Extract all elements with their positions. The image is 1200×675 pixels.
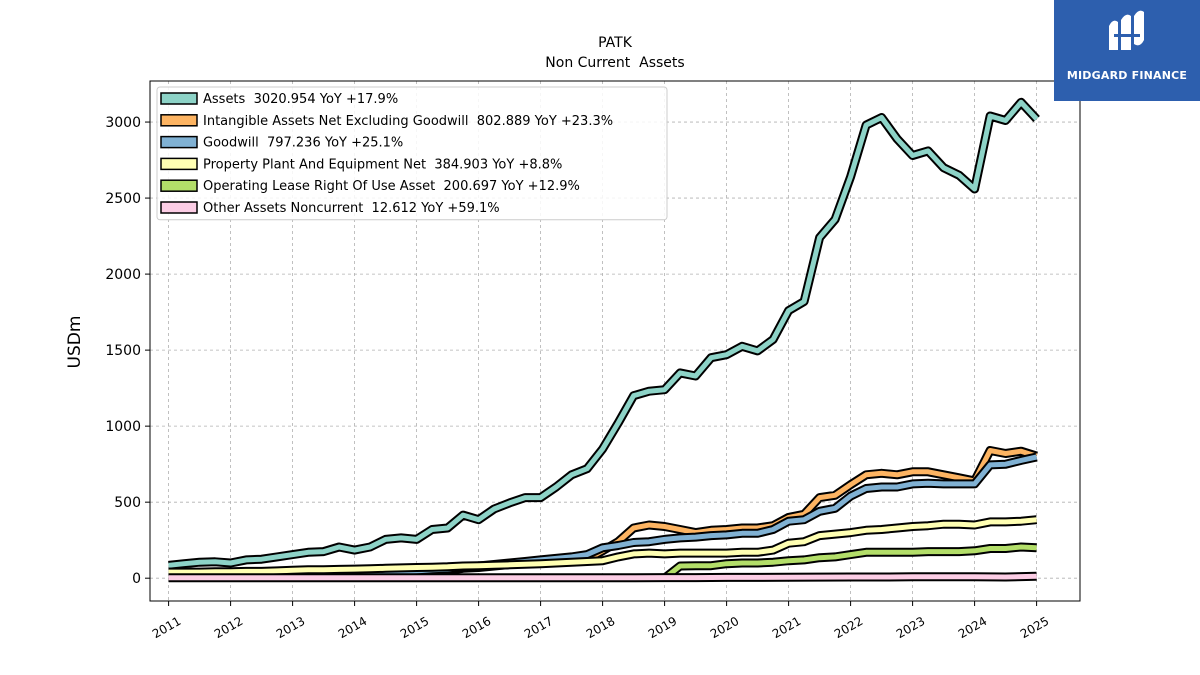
brand-logo: MIDGARD FINANCE — [1054, 0, 1200, 101]
brand-mark-icon — [1109, 10, 1144, 51]
series-layer — [168, 97, 1040, 583]
y-tick-label: 0 — [132, 571, 141, 587]
y-tick-label: 1000 — [105, 419, 141, 435]
x-tick-label: 2018 — [584, 614, 617, 641]
legend-swatch-0 — [160, 92, 198, 105]
x-tick-label: 2022 — [832, 614, 865, 641]
y-axis-label: USDm — [65, 316, 85, 369]
legend-swatch-3 — [160, 157, 198, 171]
series-line-0 — [168, 99, 1039, 568]
x-tick-label: 2012 — [212, 614, 245, 641]
legend-swatch-1 — [160, 114, 198, 127]
x-tick-label: 2016 — [460, 614, 493, 641]
x-tick-label: 2024 — [956, 614, 989, 641]
x-tick-label: 2017 — [522, 614, 555, 641]
y-tick-label: 1500 — [105, 343, 141, 359]
x-axis: 2011 2012 2013 2014 2015 2016 2017 2018 2019 2020… — [150, 601, 1051, 641]
brand-name: MIDGARD FINANCE — [1066, 69, 1188, 82]
y-tick-label: 2000 — [105, 267, 141, 283]
y-tick-label: 500 — [114, 495, 141, 511]
x-tick-label: 2021 — [770, 614, 803, 641]
legend-label-4: Operating Lease Right Of Use Asset 200.6… — [203, 179, 580, 194]
x-tick-label: 2015 — [398, 614, 431, 641]
legend: Assets 3020.954 YoY +17.9% Intangible Ass… — [156, 86, 668, 221]
series-line-5 — [168, 573, 1037, 581]
y-tick-label: 2500 — [105, 191, 141, 207]
legend-box — [156, 86, 668, 221]
y-axis: 0 500 1000 1500 2000 2500 3000 — [105, 115, 150, 587]
plot-frame — [149, 80, 1081, 602]
series-line-4 — [663, 544, 1037, 581]
x-tick-label: 2019 — [646, 614, 679, 641]
x-tick-label: 2014 — [336, 614, 369, 641]
legend-label-0: Assets 3020.954 YoY +17.9% — [203, 92, 398, 107]
y-tick-label: 3000 — [105, 115, 141, 131]
x-tick-label: 2013 — [274, 614, 307, 641]
legend-label-1: Intangible Assets Net Excluding Goodwill… — [203, 114, 613, 129]
legend-label-2: Goodwill 797.236 YoY +25.1% — [203, 136, 403, 151]
chart-title: PATK — [598, 35, 633, 51]
x-tick-label: 2023 — [894, 614, 927, 641]
chart-subtitle: Non Current Assets — [545, 55, 684, 71]
x-tick-label: 2025 — [1018, 614, 1051, 641]
x-tick-label: 2011 — [150, 614, 183, 641]
legend-swatch-2 — [160, 135, 198, 149]
series-line-3 — [168, 517, 1037, 575]
legend-swatch-4 — [160, 179, 198, 192]
legend-label-3: Property Plant And Equipment Net 384.903… — [203, 157, 562, 172]
legend-swatch-5 — [160, 201, 198, 214]
legend-label-5: Other Assets Noncurrent 12.612 YoY +59.1… — [203, 201, 500, 216]
x-tick-label: 2020 — [708, 614, 741, 641]
